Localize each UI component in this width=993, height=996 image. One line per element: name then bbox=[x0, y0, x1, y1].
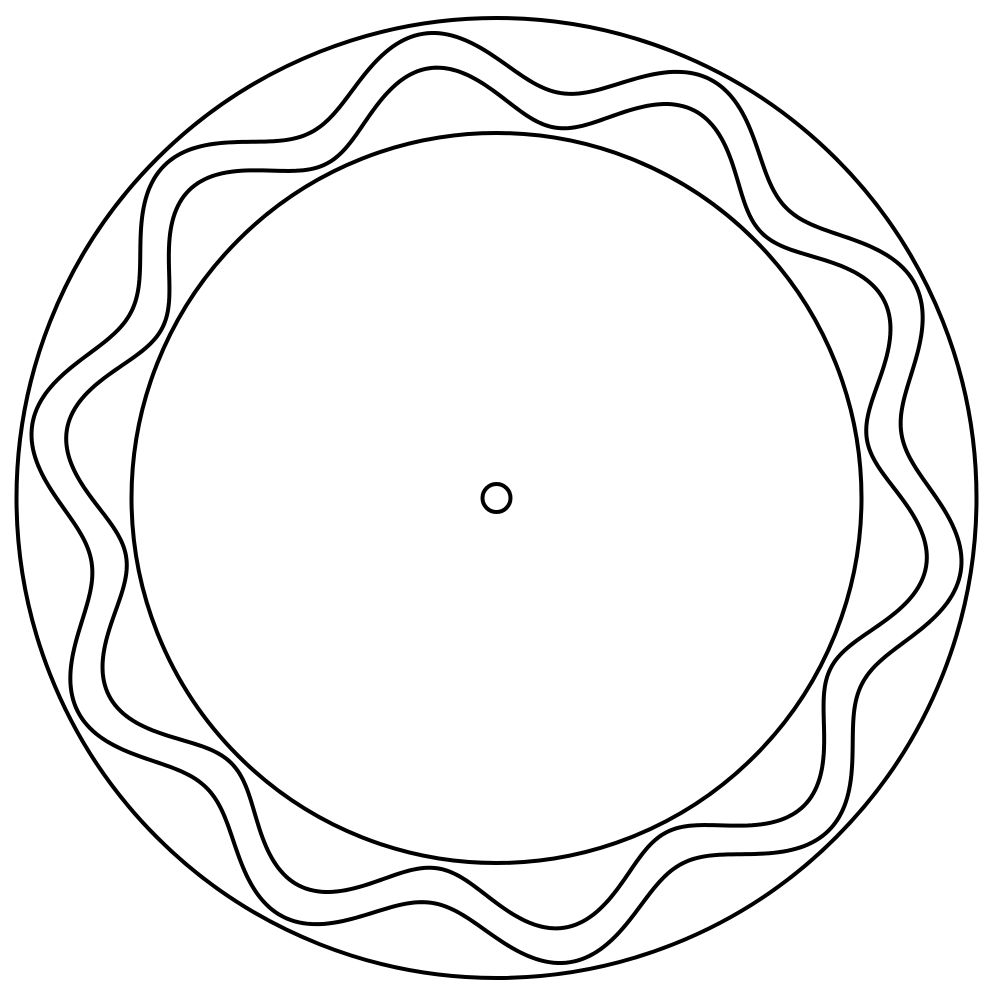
diagram-canvas bbox=[0, 0, 993, 996]
outer-circle bbox=[17, 18, 977, 978]
inner-circle bbox=[132, 133, 862, 863]
center-dot bbox=[483, 484, 511, 512]
outer-wave bbox=[32, 33, 962, 963]
inner-wave bbox=[66, 68, 927, 929]
